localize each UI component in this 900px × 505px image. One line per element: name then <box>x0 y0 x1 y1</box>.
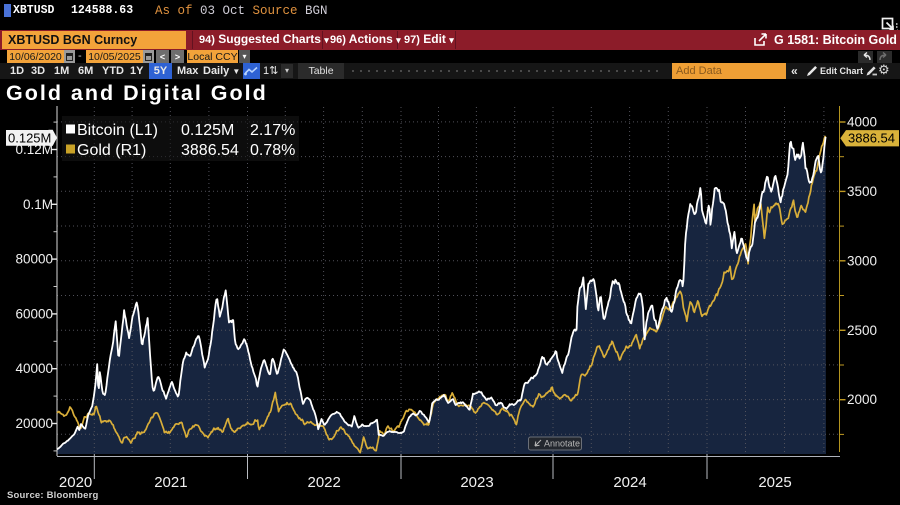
svg-text:Annotate: Annotate <box>544 439 580 449</box>
svg-text:2023: 2023 <box>460 474 493 491</box>
svg-text:2500: 2500 <box>847 323 877 338</box>
svg-text:2022: 2022 <box>308 474 341 491</box>
svg-text:2024: 2024 <box>613 474 646 491</box>
svg-text:2021: 2021 <box>154 474 187 491</box>
svg-text:3000: 3000 <box>847 253 877 268</box>
svg-text:4000: 4000 <box>847 115 877 130</box>
svg-text:60000: 60000 <box>15 306 53 321</box>
svg-text:0.125M: 0.125M <box>8 130 51 145</box>
svg-text:2025: 2025 <box>758 474 791 491</box>
svg-text:40000: 40000 <box>15 361 53 376</box>
svg-text:2.17%: 2.17% <box>250 122 295 139</box>
svg-text:Gold and Digital Gold: Gold and Digital Gold <box>6 81 268 105</box>
svg-text:80000: 80000 <box>15 252 53 267</box>
svg-text:Source: Bloomberg: Source: Bloomberg <box>7 490 99 501</box>
svg-text:0.125M: 0.125M <box>181 122 234 139</box>
svg-text:3886.54: 3886.54 <box>181 142 239 159</box>
svg-text:0.1M: 0.1M <box>23 197 53 212</box>
svg-text:3886.54: 3886.54 <box>848 131 895 146</box>
svg-text:2020: 2020 <box>59 474 92 491</box>
svg-text:2000: 2000 <box>847 392 877 407</box>
svg-text:Bitcoin (L1): Bitcoin (L1) <box>77 122 158 139</box>
svg-text:0.78%: 0.78% <box>250 142 295 159</box>
svg-text:0.12M: 0.12M <box>15 142 53 157</box>
svg-text:Gold (R1): Gold (R1) <box>77 142 146 159</box>
svg-text:3500: 3500 <box>847 184 877 199</box>
svg-text:20000: 20000 <box>15 416 53 431</box>
